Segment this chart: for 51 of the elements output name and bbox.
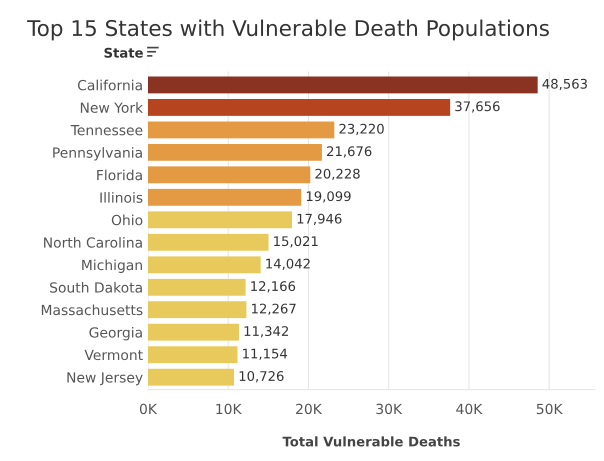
data-label: 12,166	[251, 281, 296, 292]
y-tick-label: Georgia	[89, 326, 142, 340]
data-label: 14,042	[266, 258, 310, 270]
y-tick-label: Vermont	[84, 350, 143, 360]
y-tick-label: Illinois	[100, 192, 142, 203]
bar	[148, 76, 538, 94]
x-tick-label: 30K	[376, 404, 402, 414]
x-tick-label: 10K	[216, 404, 242, 414]
x-tick-label: 0K	[140, 404, 158, 414]
y-tick-label: Ohio	[112, 214, 142, 226]
bar	[148, 324, 239, 341]
y-tick-label: New York	[80, 102, 144, 113]
bar	[148, 278, 246, 296]
y-tick-label: Massachusetts	[42, 304, 142, 316]
data-label: 23,220	[339, 124, 384, 136]
bar	[148, 368, 234, 386]
y-tick-label: California	[78, 80, 142, 90]
data-label: 10,726	[240, 371, 284, 382]
x-tick-label: 50K	[536, 404, 563, 414]
data-label: 11,154	[243, 348, 288, 360]
data-label: 20,228	[315, 168, 360, 180]
y-tick-label: Michigan	[82, 260, 142, 273]
bar	[148, 166, 310, 184]
bar	[148, 98, 450, 116]
bar	[148, 234, 269, 251]
data-label: 37,656	[455, 101, 500, 113]
y-tick-label: Florida	[97, 170, 142, 180]
y-tick-label: North Carolina	[44, 237, 142, 248]
data-label: 11,342	[244, 326, 288, 338]
data-label: 19,099	[306, 191, 351, 203]
chart-title: Top 15 States with Vulnerable Death Populations	[27, 20, 549, 40]
bar	[148, 144, 322, 161]
x-tick-label: 40K	[456, 404, 483, 414]
y-tick-label: Tennessee	[70, 125, 142, 136]
data-label: 12,267	[252, 304, 296, 315]
bar	[148, 188, 302, 206]
x-tick-label: 20K	[296, 404, 322, 414]
bar	[148, 256, 261, 274]
y-tick-label: South Dakota	[50, 282, 142, 293]
y-axis-title: State	[104, 48, 143, 58]
bar	[148, 301, 246, 318]
data-label: 48,563	[542, 78, 587, 90]
bar	[148, 346, 238, 364]
data-label: 15,021	[274, 236, 318, 248]
y-tick-label: Pennsylvania	[53, 147, 142, 161]
bar	[148, 121, 334, 138]
bar	[148, 211, 292, 228]
x-axis-title: Total Vulnerable Deaths	[282, 436, 460, 447]
data-label: 21,676	[327, 146, 372, 158]
data-label: 17,946	[298, 214, 342, 225]
y-tick-label: New Jersey	[67, 372, 143, 386]
